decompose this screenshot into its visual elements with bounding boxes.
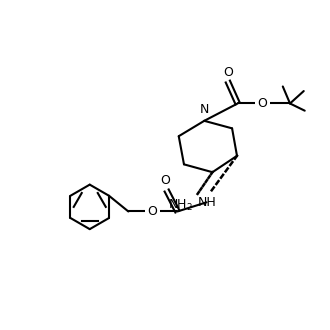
Text: O: O <box>223 66 233 79</box>
Text: NH$_2$: NH$_2$ <box>169 198 193 213</box>
Text: NH: NH <box>198 196 217 210</box>
Text: N: N <box>200 103 209 116</box>
Text: O: O <box>258 97 267 110</box>
Text: O: O <box>160 174 170 187</box>
Text: O: O <box>148 205 157 218</box>
